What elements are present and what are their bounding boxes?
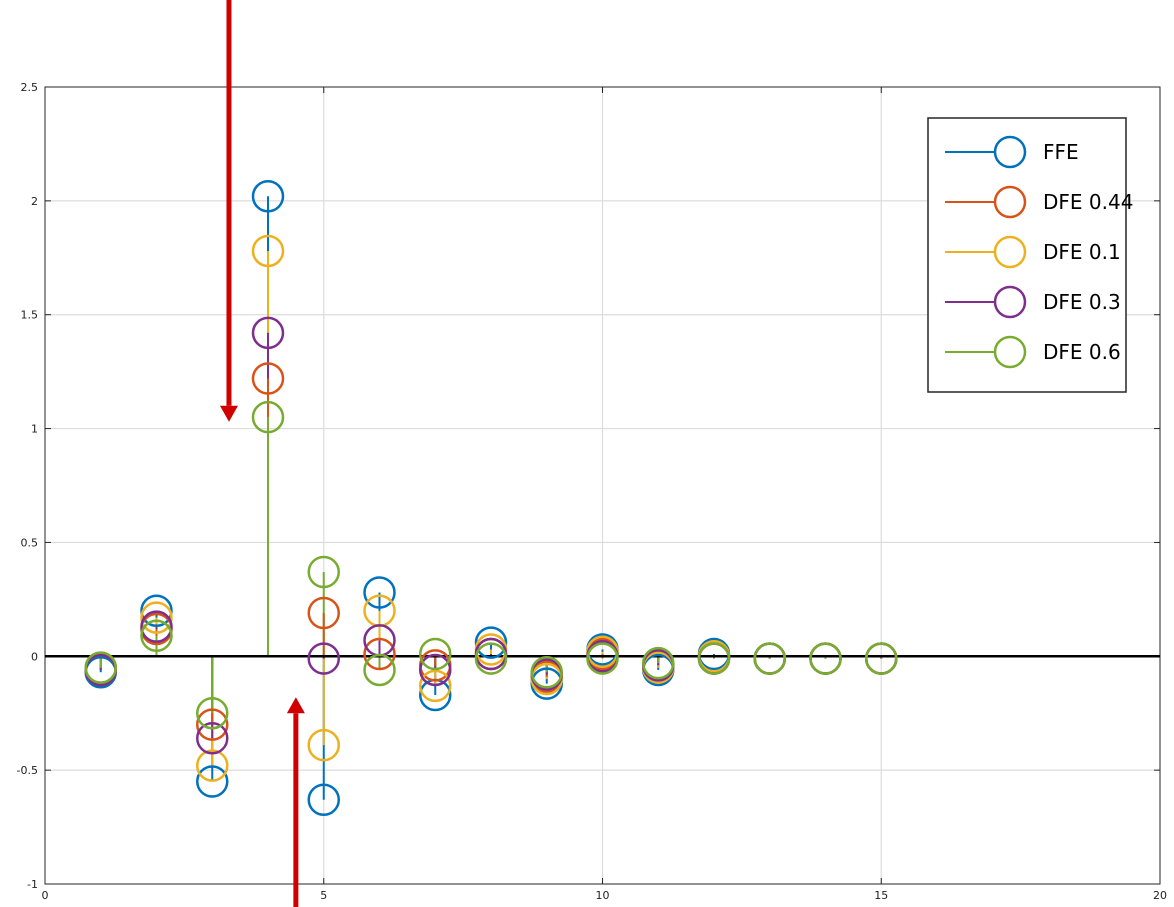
- y-tick-label: 2: [31, 195, 38, 208]
- point-dfe-0-6: [530, 655, 563, 689]
- y-tick-label: -0.5: [17, 764, 38, 777]
- point-dfe-0-1: [419, 669, 452, 703]
- point-dfe-0-6: [196, 696, 229, 730]
- x-tick-label: 10: [596, 889, 610, 902]
- point-ffe: [251, 180, 285, 213]
- annotation-arrow-head-down: [219, 405, 238, 422]
- point-dfe-0-6: [753, 642, 786, 675]
- legend-marker-ffe: [993, 135, 1027, 169]
- point-dfe-0-6: [251, 400, 285, 434]
- point-dfe-0-6: [84, 651, 117, 684]
- point-dfe-0-6: [419, 637, 452, 671]
- point-dfe-0-3: [140, 610, 173, 643]
- point-dfe-0-1: [251, 234, 285, 268]
- ticks: 0 5 10 15 20 -1 -0.5 0 0.5 1 1.5 2 2.5: [17, 81, 1167, 902]
- annotation-arrow-head-up: [286, 697, 305, 714]
- legend-marker-dfe-0-6: [993, 335, 1027, 369]
- legend-marker-dfe-0-1: [993, 235, 1027, 269]
- point-dfe-0-6: [307, 555, 340, 589]
- y-tick-label: 0.5: [21, 536, 39, 549]
- legend-marker-dfe-0-44: [993, 185, 1027, 219]
- point-dfe-0-44: [196, 708, 229, 741]
- point-dfe-0-1: [140, 601, 173, 634]
- point-dfe-0-44: [363, 637, 396, 671]
- annotations: [219, 0, 305, 907]
- point-ffe: [363, 576, 396, 609]
- point-dfe-0-6: [697, 642, 731, 675]
- point-dfe-0-6: [363, 653, 396, 687]
- y-tick-label: -1: [27, 878, 38, 891]
- point-dfe-0-6: [865, 642, 898, 675]
- y-tick-label: 1.5: [21, 309, 39, 322]
- y-tick-label: 1: [31, 423, 38, 436]
- x-tick-label: 20: [1153, 889, 1167, 902]
- point-dfe-0-1: [196, 749, 229, 782]
- point-dfe-0-6: [586, 642, 619, 675]
- point-dfe-0-44: [251, 362, 285, 395]
- point-dfe-0-3: [419, 653, 452, 687]
- x-tick-label: 5: [320, 889, 327, 902]
- point-dfe-0-6: [809, 642, 842, 675]
- legend: FFE DFE 0.44 DFE 0.1 DFE 0.3 DFE 0.6: [927, 117, 1133, 393]
- legend-label-dfe-0-44: DFE 0.44: [1043, 190, 1133, 214]
- x-tick-label: 0: [42, 889, 49, 902]
- point-dfe-0-3: [251, 316, 285, 350]
- point-dfe-0-3: [196, 722, 229, 755]
- point-ffe: [474, 626, 508, 659]
- legend-label-dfe-0-6: DFE 0.6: [1043, 340, 1121, 364]
- x-tick-label: 15: [874, 889, 888, 902]
- y-tick-label: 0: [31, 650, 38, 663]
- legend-label-dfe-0-3: DFE 0.3: [1043, 290, 1121, 314]
- legend-marker-dfe-0-3: [993, 285, 1027, 319]
- point-dfe-0-44: [307, 596, 340, 630]
- point-dfe-0-6: [140, 619, 173, 653]
- legend-box: [927, 117, 1127, 393]
- point-dfe-0-6: [474, 642, 508, 675]
- legend-label-ffe: FFE: [1043, 140, 1079, 164]
- point-dfe-0-3: [307, 642, 340, 675]
- markers: [84, 180, 898, 816]
- point-ffe: [307, 783, 340, 816]
- y-tick-label: 2.5: [21, 81, 39, 94]
- point-dfe-0-6: [642, 646, 675, 680]
- point-dfe-0-1: [307, 728, 340, 762]
- legend-label-dfe-0-1: DFE 0.1: [1043, 240, 1121, 264]
- point-ffe: [140, 594, 173, 627]
- point-ffe: [196, 765, 229, 798]
